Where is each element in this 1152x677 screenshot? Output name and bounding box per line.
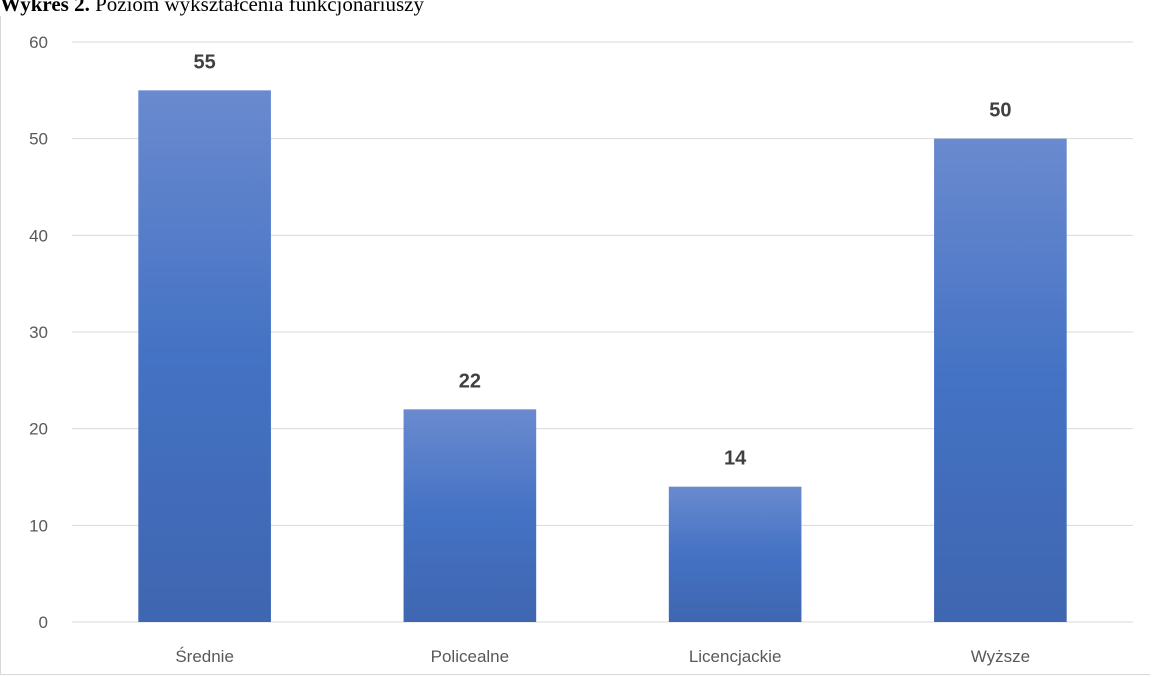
y-tick-label: 60 <box>29 33 48 52</box>
y-tick-label: 20 <box>29 420 48 439</box>
y-tick-label: 40 <box>29 226 48 245</box>
y-tick-label: 0 <box>39 613 48 632</box>
data-label: 22 <box>459 370 481 392</box>
x-tick-label: Licencjackie <box>689 647 782 666</box>
bar <box>138 90 271 623</box>
figure-number: Wykres 2. <box>0 0 90 16</box>
y-tick-label: 50 <box>29 130 48 149</box>
bar <box>668 486 802 622</box>
x-axis-ticks: Średnie Policealne Licencjackie Wyższe <box>175 647 1030 666</box>
figure-title: Poziom wykształcenia funkcjonariuszy <box>89 0 424 16</box>
y-tick-label: 10 <box>29 516 48 535</box>
y-axis-ticks: 0 10 20 30 40 50 60 <box>29 33 48 632</box>
data-label: 50 <box>989 100 1011 122</box>
data-label: 14 <box>724 448 747 470</box>
bar <box>403 409 537 622</box>
bars <box>138 90 1067 623</box>
data-label: 55 <box>194 51 216 73</box>
x-tick-label: Średnie <box>175 647 234 666</box>
bar <box>934 138 1067 622</box>
chart-frame <box>0 16 1150 675</box>
y-tick-label: 30 <box>29 323 48 342</box>
x-tick-label: Wyższe <box>971 647 1030 666</box>
figure-caption: Wykres 2. Poziom wykształcenia funkcjona… <box>0 0 424 17</box>
data-labels: 55 22 14 50 <box>194 51 1012 469</box>
x-tick-label: Policealne <box>431 647 509 666</box>
